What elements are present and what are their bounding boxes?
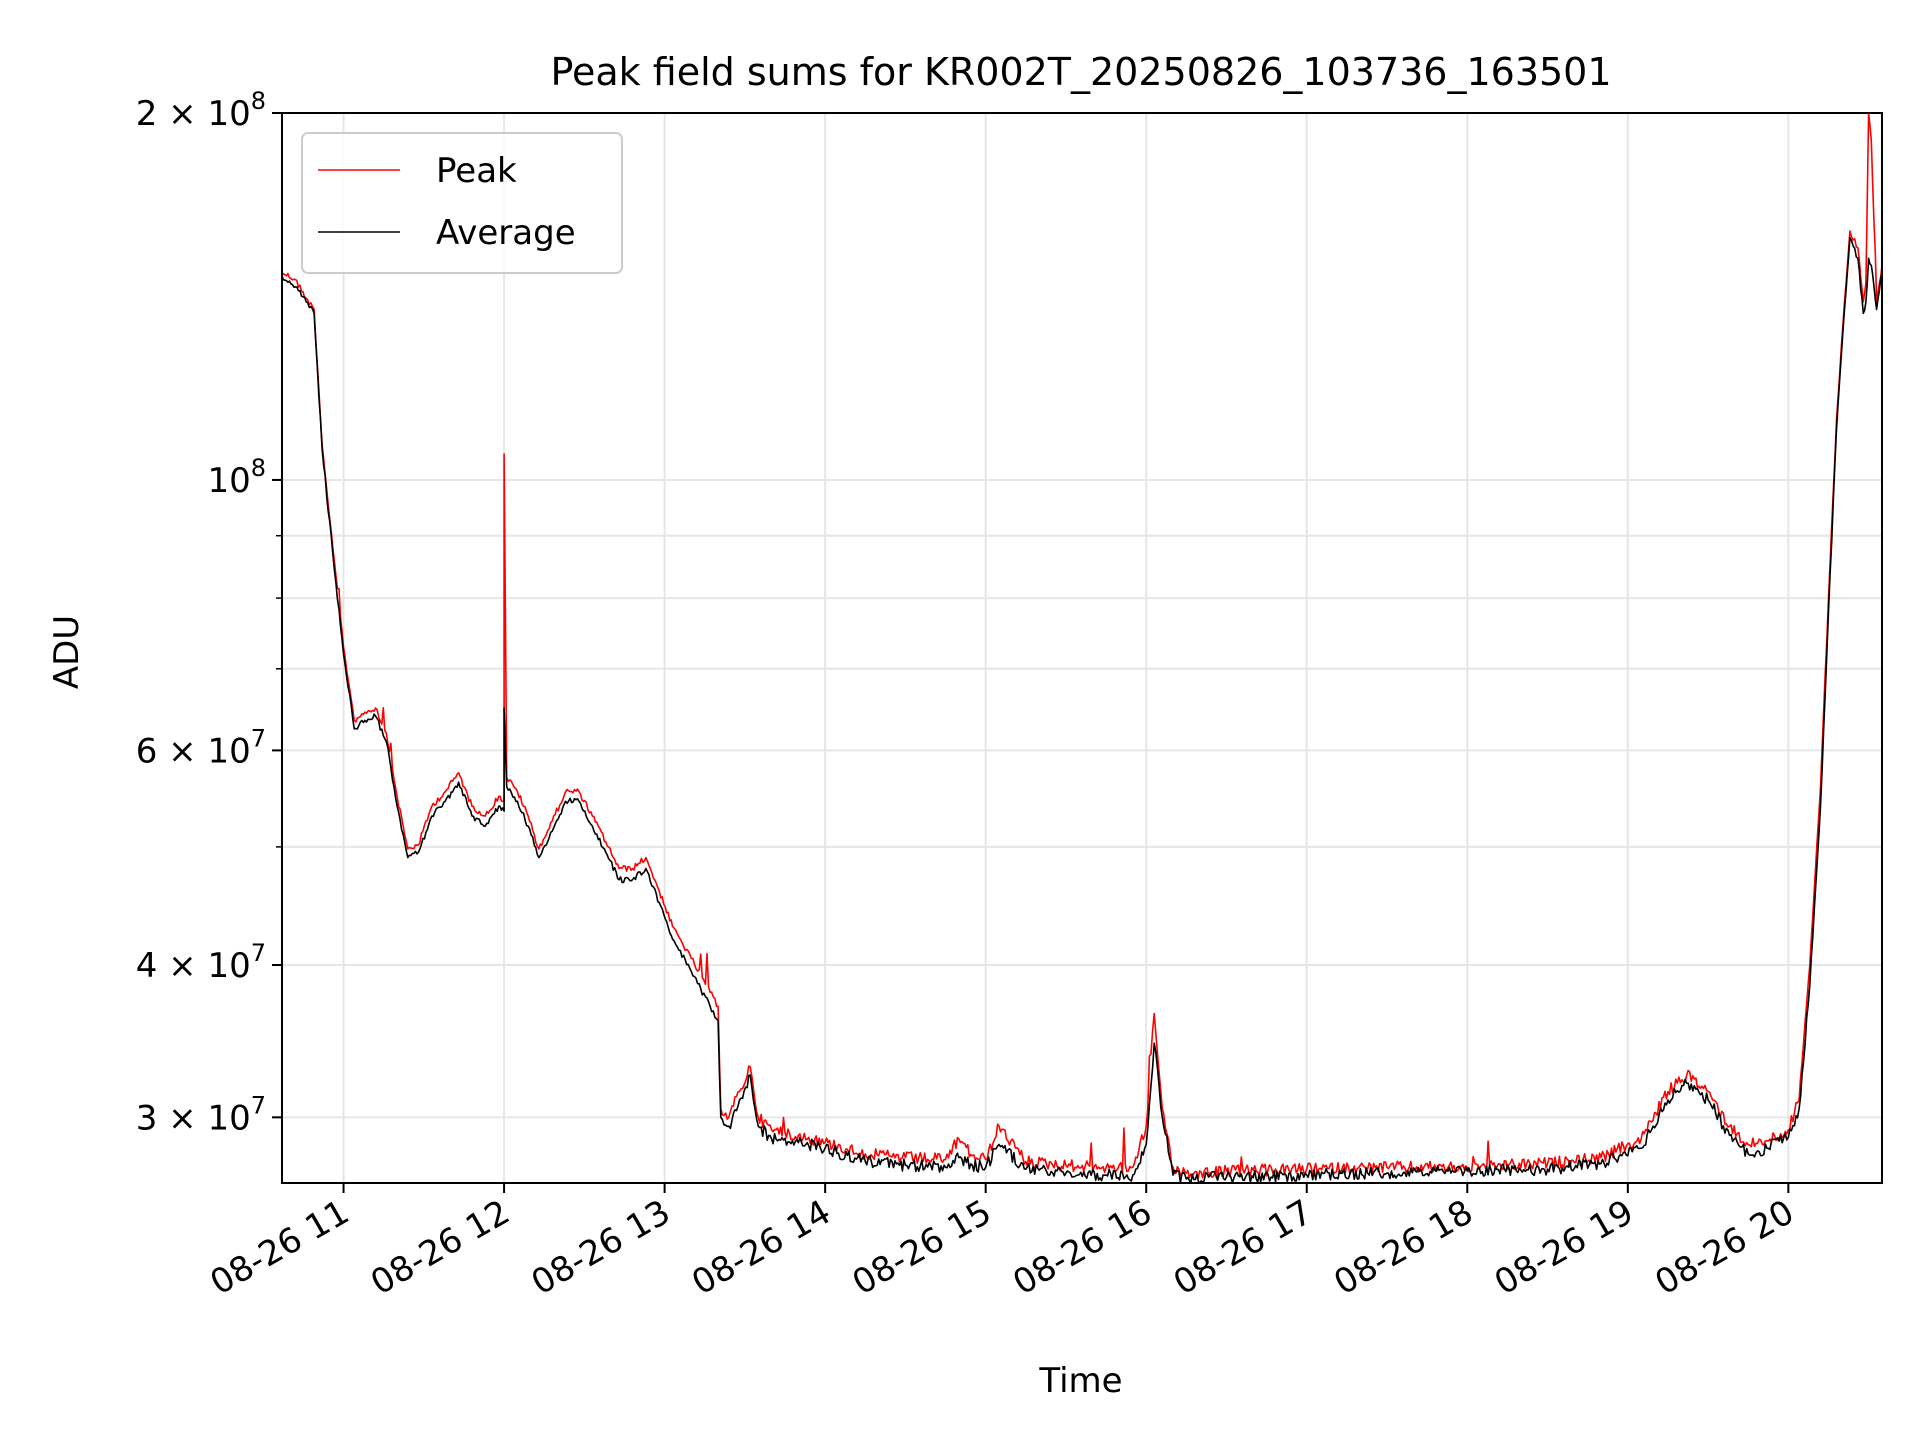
y-axis-label: ADU bbox=[47, 615, 87, 689]
plot-frame bbox=[281, 112, 1883, 1184]
series-layer bbox=[282, 113, 1882, 1183]
legend: Peak Average bbox=[301, 132, 623, 274]
x-axis-label: Time bbox=[1038, 1361, 1122, 1401]
y-tick-label: 3 × 107 bbox=[136, 1091, 266, 1138]
y-tick-label: 2 × 108 bbox=[136, 87, 266, 134]
series-line-average bbox=[282, 237, 1882, 1183]
chart-title: Peak field sums for KR002T_20250826_1037… bbox=[550, 50, 1611, 94]
legend-label-average: Average bbox=[436, 213, 576, 253]
y-axis-ticks: 2 × 108 108 6 × 107 4 × 107 3 × 107 bbox=[136, 87, 282, 1138]
y-tick-label: 6 × 107 bbox=[136, 724, 266, 771]
y-tick-label: 108 bbox=[207, 454, 266, 501]
series-line-peak bbox=[282, 113, 1882, 1179]
legend-label-peak: Peak bbox=[436, 151, 517, 191]
y-tick-label: 4 × 107 bbox=[136, 939, 266, 986]
legend-box bbox=[301, 132, 623, 274]
